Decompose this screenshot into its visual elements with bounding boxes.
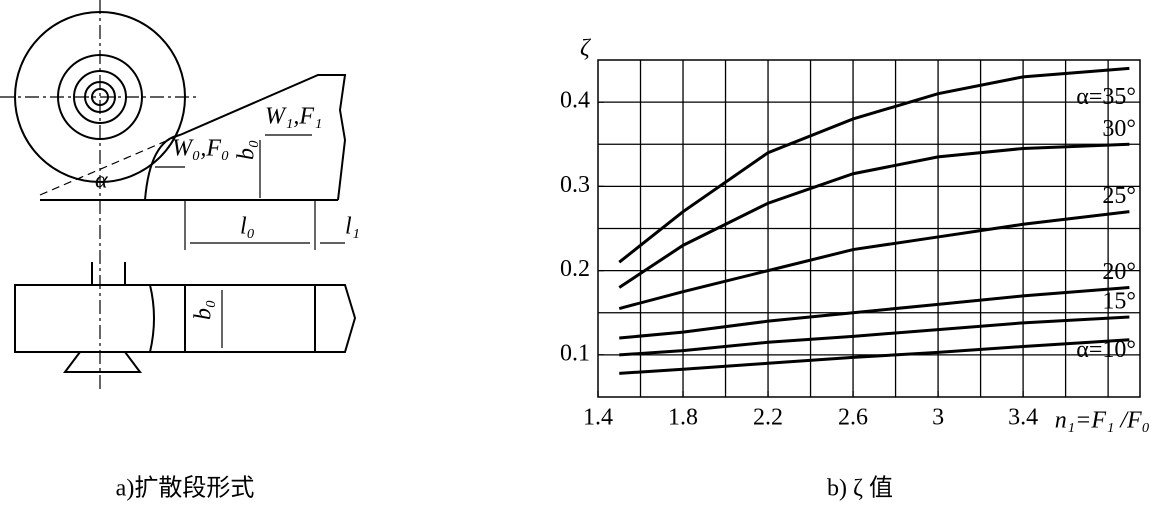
x-tick-label: 3.4 xyxy=(1008,405,1038,431)
legend-label: 25° xyxy=(1102,183,1136,209)
inlet-label: W₀,F₀ xyxy=(172,136,229,162)
x-tick-label: 3 xyxy=(932,405,944,431)
legend-label: 15° xyxy=(1102,288,1136,314)
curve xyxy=(618,142,1130,289)
alpha-label: α xyxy=(95,168,108,194)
curve xyxy=(618,66,1130,264)
extension xyxy=(39,134,181,196)
fan-diagram: α W₀,F₀ W₁,F₁ b₀ l₀ l₁ b₀ a)扩散段形式 xyxy=(0,0,360,502)
legend-label: α=10° xyxy=(1076,337,1136,363)
y-axis-label: ζ xyxy=(580,36,592,62)
caption: a)扩散段形式 xyxy=(116,475,255,502)
diffuser-outline xyxy=(40,74,347,201)
outlet-label: W₁,F₁ xyxy=(265,104,322,130)
length0-label: l₀ xyxy=(240,214,255,240)
legend-label: 30° xyxy=(1102,116,1136,142)
y-tick-label: 0.3 xyxy=(560,172,590,198)
x-tick-label: 1.4 xyxy=(583,405,613,431)
x-axis-label: n₁=F₁ /F₀ xyxy=(1055,408,1150,434)
curve xyxy=(619,285,1130,340)
height-label: b₀ xyxy=(234,140,260,160)
chart-caption: b) ζ 值 xyxy=(827,475,893,502)
side-view xyxy=(14,262,357,373)
y-tick-label: 0.4 xyxy=(560,88,590,114)
length1-label: l₁ xyxy=(345,214,360,240)
x-tick-label: 1.8 xyxy=(668,405,698,431)
curve xyxy=(618,210,1130,310)
y-tick-label: 0.1 xyxy=(560,340,590,366)
y-tick-label: 0.2 xyxy=(560,256,590,282)
curve xyxy=(619,315,1130,357)
curve xyxy=(619,338,1130,375)
x-tick-label: 2.6 xyxy=(838,405,868,431)
width-label: b₀ xyxy=(191,300,217,320)
x-tick-label: 2.2 xyxy=(753,405,783,431)
legend-label: α=35° xyxy=(1076,84,1136,110)
legend-label: 20° xyxy=(1102,259,1136,285)
